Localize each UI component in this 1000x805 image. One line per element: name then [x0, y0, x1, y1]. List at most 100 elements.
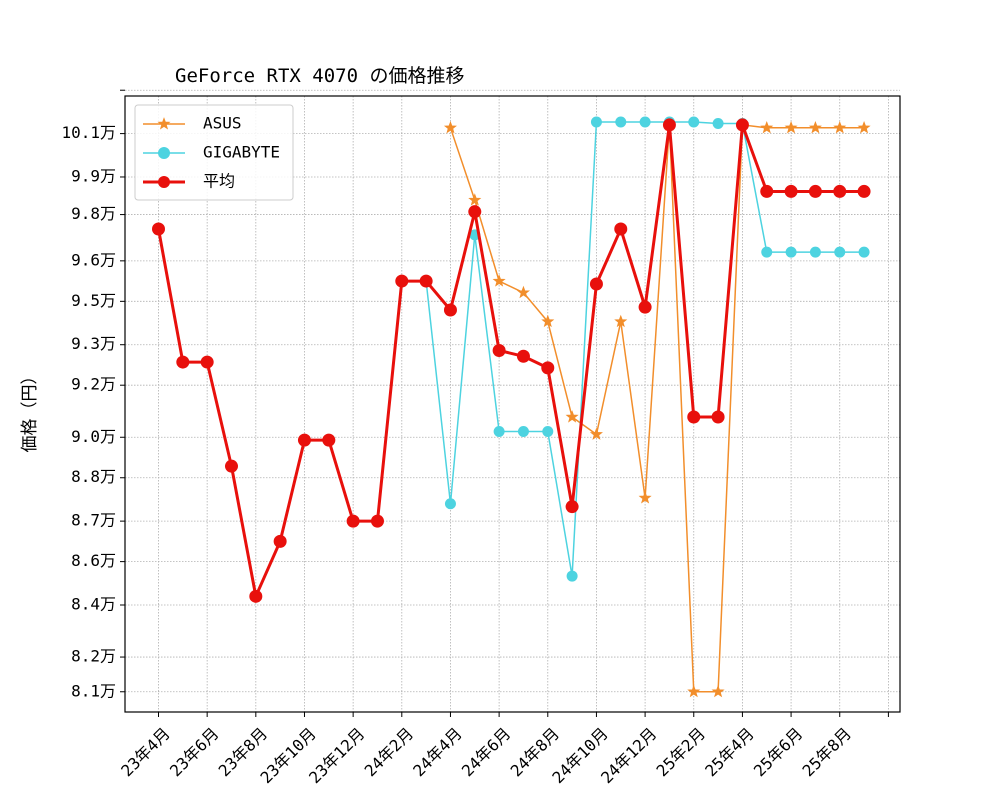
x-tick-label: 23年4月 [117, 724, 174, 781]
y-tick-label: 9.0万 [71, 427, 116, 446]
series-group [152, 116, 871, 698]
x-axis: 23年4月23年6月23年8月23年10月23年12月24年2月24年4月24年… [117, 712, 889, 787]
data-point [590, 116, 602, 128]
data-point [443, 303, 457, 317]
data-point [711, 410, 725, 424]
data-point [784, 184, 798, 198]
data-point [857, 120, 871, 134]
legend-label-average: 平均 [203, 172, 235, 191]
series-asus [443, 118, 871, 698]
data-point [492, 343, 506, 357]
data-point [589, 277, 603, 291]
data-point [857, 184, 871, 198]
data-point [614, 222, 628, 236]
y-tick-label: 8.4万 [71, 594, 116, 613]
y-tick-label: 9.6万 [71, 250, 116, 269]
legend-label-asus: ASUS [203, 114, 242, 133]
data-point [468, 205, 482, 219]
y-tick-label: 9.5万 [71, 291, 116, 310]
data-point [566, 570, 578, 582]
x-tick-label: 24年2月 [361, 724, 418, 781]
data-point [808, 120, 822, 134]
data-point [834, 246, 846, 258]
data-point [565, 500, 579, 514]
data-point [419, 274, 433, 288]
data-point [200, 355, 214, 369]
x-tick-label: 23年6月 [166, 724, 223, 781]
data-point [541, 314, 555, 328]
legend-marker-average [158, 176, 170, 188]
x-tick-label: 25年8月 [799, 724, 856, 781]
y-axis: 8.1万 8.2万 8.4万 8.6万 8.7万 8.8万 9.0万 9.2万 9.3万 9.5万… [61, 89, 125, 700]
data-point [735, 118, 749, 132]
data-point [833, 120, 847, 134]
data-point [249, 589, 263, 603]
data-point [711, 684, 725, 698]
legend-marker-gigabyte [158, 147, 170, 159]
legend-box [134, 104, 294, 201]
legend: ASUS GIGABYTE 平均 [134, 104, 294, 201]
data-point [541, 361, 555, 375]
y-tick-label: 9.9万 [71, 166, 116, 185]
data-point [760, 120, 774, 134]
data-point [516, 349, 530, 363]
data-point [760, 184, 774, 198]
legend-label-gigabyte: GIGABYTE [203, 143, 280, 162]
data-point [638, 491, 652, 504]
series-line-average [157, 123, 865, 598]
data-point [565, 410, 579, 423]
x-tick-label: 24年6月 [458, 724, 515, 781]
data-point [784, 120, 798, 134]
data-point [809, 246, 821, 258]
data-point [662, 118, 676, 132]
data-point [688, 116, 700, 128]
x-tick-label: 25年2月 [653, 724, 710, 781]
data-point [370, 514, 384, 528]
data-point [687, 684, 701, 698]
data-point [542, 425, 554, 437]
data-point [687, 410, 701, 424]
data-point [346, 514, 360, 528]
data-point [492, 274, 506, 287]
data-point [589, 427, 603, 440]
x-tick-label: 25年4月 [701, 724, 758, 781]
y-tick-label: 10.1万 [61, 123, 116, 142]
x-tick-label: 25年6月 [750, 724, 807, 781]
data-point [224, 459, 238, 473]
data-point [785, 246, 797, 258]
data-point [322, 433, 336, 447]
y-tick-label: 9.8万 [71, 204, 116, 223]
plot-area [124, 95, 901, 713]
data-point [517, 425, 529, 437]
data-point [516, 285, 530, 299]
y-axis-label: 価格（円） [20, 368, 40, 453]
data-point [176, 355, 190, 369]
data-point [638, 300, 652, 314]
data-point [639, 116, 651, 128]
data-point [833, 184, 847, 198]
data-point [468, 193, 482, 206]
data-point [808, 184, 822, 198]
data-point [858, 246, 870, 258]
data-point [615, 116, 627, 128]
data-point [152, 222, 165, 236]
y-tick-label: 8.1万 [71, 681, 116, 700]
data-point [493, 425, 505, 437]
legend-marker-asus [157, 117, 171, 130]
y-tick-label: 8.7万 [71, 511, 116, 530]
y-tick-label: 8.8万 [71, 467, 116, 486]
data-point [444, 498, 456, 510]
x-tick-label: 24年4月 [409, 724, 466, 781]
series-average [152, 118, 871, 603]
data-point [273, 534, 287, 548]
y-tick-label: 9.2万 [71, 375, 116, 394]
data-point [297, 433, 311, 447]
data-point [614, 314, 628, 328]
data-point [712, 117, 724, 129]
data-point [761, 246, 773, 258]
data-point [395, 274, 409, 288]
chart-title: GeForce RTX 4070 の価格推移 [175, 65, 464, 87]
y-tick-label: 9.3万 [71, 334, 116, 353]
